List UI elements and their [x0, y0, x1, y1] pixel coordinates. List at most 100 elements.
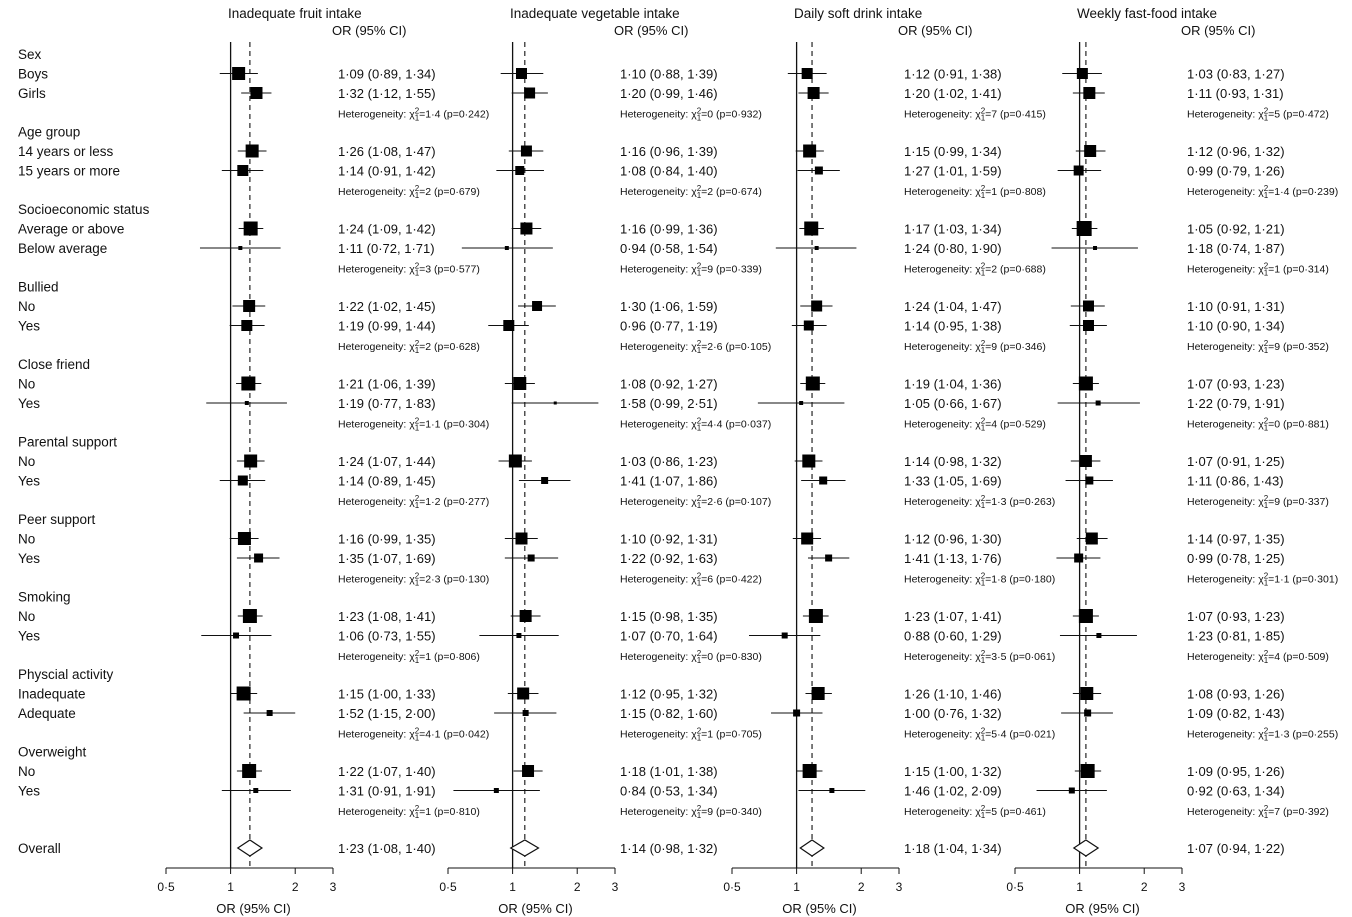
- x-tick-label: 1: [793, 880, 800, 894]
- estimate-marker: [505, 246, 509, 250]
- estimate-marker: [1093, 246, 1097, 250]
- or-ci-label: 1·23 (1·08, 1·41): [338, 609, 436, 624]
- heterogeneity-label: Heterogeneity: χ2 1=7 (p=0·415): [904, 107, 1046, 123]
- or-ci-label: 1·24 (1·04, 1·47): [904, 299, 1002, 314]
- x-axis-title: OR (95% CI): [216, 901, 290, 916]
- heterogeneity-label: Heterogeneity: χ2 1=1 (p=0·808): [904, 184, 1046, 200]
- estimate-marker: [516, 633, 521, 638]
- estimate-marker: [238, 532, 251, 545]
- overall-diamond: [800, 840, 824, 856]
- x-tick-label: 2: [1141, 880, 1148, 894]
- or-ci-label: 1·09 (0·89, 1·34): [338, 67, 436, 82]
- x-tick-label: 3: [612, 880, 619, 894]
- heterogeneity-label: Heterogeneity: χ2 1=4 (p=0·529): [904, 417, 1046, 433]
- estimate-marker: [806, 377, 820, 391]
- estimate-marker: [782, 633, 788, 639]
- heterogeneity-label: Heterogeneity: χ2 1=0 (p=0·932): [620, 107, 762, 123]
- x-tick-label: 1: [1076, 880, 1083, 894]
- overall-label: Overall: [18, 841, 61, 856]
- row-label: Yes: [18, 396, 40, 411]
- heterogeneity-label: Heterogeneity: χ2 1=2 (p=0·628): [338, 339, 480, 355]
- row-label: Yes: [18, 784, 40, 799]
- estimate-marker: [238, 246, 242, 250]
- or-ci-label: 1·46 (1·02, 2·09): [904, 784, 1002, 799]
- heterogeneity-label: Heterogeneity: χ2 1=1·8 (p=0·180): [904, 572, 1055, 588]
- row-label: No: [18, 377, 35, 392]
- estimate-marker: [1074, 166, 1084, 176]
- or-ci-label: 1·26 (1·10, 1·46): [904, 687, 1002, 702]
- or-ci-label: 1·24 (1·07, 1·44): [338, 454, 436, 469]
- heterogeneity-label: Heterogeneity: χ2 1=1·1 (p=0·301): [1187, 572, 1338, 588]
- row-label: Yes: [18, 319, 40, 334]
- x-tick-label: 2: [292, 880, 299, 894]
- estimate-marker: [554, 402, 557, 405]
- estimate-marker: [520, 223, 532, 235]
- estimate-marker: [804, 321, 814, 331]
- estimate-marker: [1077, 68, 1088, 79]
- row-label: No: [18, 299, 35, 314]
- column-header: OR (95% CI): [614, 23, 688, 38]
- or-ci-label: 1·05 (0·92, 1·21): [1187, 222, 1285, 237]
- panel-title: Inadequate fruit intake: [228, 6, 362, 21]
- column-header: OR (95% CI): [1181, 23, 1255, 38]
- estimate-marker: [242, 764, 256, 778]
- heterogeneity-label: Heterogeneity: χ2 1=1·3 (p=0·263): [904, 494, 1055, 510]
- or-ci-label: 1·16 (0·99, 1·36): [620, 222, 718, 237]
- row-label: Average or above: [18, 222, 124, 237]
- or-ci-label: 1·22 (1·07, 1·40): [338, 764, 436, 779]
- group-label: Peer support: [18, 512, 96, 527]
- heterogeneity-label: Heterogeneity: χ2 1=2 (p=0·688): [904, 262, 1046, 278]
- row-label: Boys: [18, 67, 48, 82]
- or-ci-label: 1·24 (1·09, 1·42): [338, 222, 436, 237]
- estimate-marker: [1079, 609, 1093, 623]
- x-axis-title: OR (95% CI): [1065, 901, 1139, 916]
- x-tick-label: 1: [509, 880, 516, 894]
- group-label: Overweight: [18, 745, 87, 760]
- or-ci-label: 1·26 (1·08, 1·47): [338, 144, 436, 159]
- group-label: Bullied: [18, 280, 59, 295]
- estimate-marker: [243, 300, 255, 312]
- or-ci-label: 1·07 (0·93, 1·23): [1187, 377, 1285, 392]
- or-ci-label: 1·12 (0·95, 1·32): [620, 687, 718, 702]
- estimate-marker: [793, 710, 800, 717]
- estimate-marker: [1083, 320, 1094, 331]
- estimate-marker: [1096, 401, 1101, 406]
- row-label: Yes: [18, 474, 40, 489]
- or-ci-label: 1·12 (0·96, 1·30): [904, 532, 1002, 547]
- estimate-marker: [528, 555, 535, 562]
- heterogeneity-label: Heterogeneity: χ2 1=3·5 (p=0·061): [904, 649, 1055, 665]
- estimate-marker: [254, 554, 263, 563]
- x-tick-label: 0·5: [1006, 880, 1024, 894]
- x-tick-label: 0·5: [157, 880, 175, 894]
- estimate-marker: [237, 687, 251, 701]
- row-label: No: [18, 609, 35, 624]
- estimate-marker: [1085, 477, 1093, 485]
- x-tick-label: 1: [227, 880, 234, 894]
- or-ci-label: 1·15 (0·99, 1·34): [904, 144, 1002, 159]
- estimate-marker: [520, 610, 532, 622]
- row-label: Yes: [18, 551, 40, 566]
- or-ci-label: 1·16 (0·99, 1·35): [338, 532, 436, 547]
- or-ci-label: 1·22 (0·79, 1·91): [1187, 396, 1285, 411]
- heterogeneity-label: Heterogeneity: χ2 1=1·2 (p=0·277): [338, 494, 489, 510]
- estimate-marker: [515, 533, 527, 545]
- estimate-marker: [1081, 764, 1095, 778]
- or-ci-label: 1·11 (0·93, 1·31): [1187, 86, 1284, 101]
- estimate-marker: [1079, 377, 1093, 391]
- or-ci-label: 1·08 (0·92, 1·27): [620, 377, 718, 392]
- estimate-marker: [829, 788, 834, 793]
- or-ci-label: 1·03 (0·83, 1·27): [1187, 67, 1285, 82]
- x-tick-label: 0·5: [723, 880, 741, 894]
- estimate-marker: [1084, 145, 1096, 157]
- overall-diamond: [511, 840, 539, 856]
- overall-or-ci-label: 1·14 (0·98, 1·32): [620, 841, 718, 856]
- estimate-marker: [1083, 87, 1095, 99]
- or-ci-label: 1·05 (0·66, 1·67): [904, 396, 1002, 411]
- heterogeneity-label: Heterogeneity: χ2 1=1·4 (p=0·242): [338, 107, 489, 123]
- heterogeneity-label: Heterogeneity: χ2 1=2 (p=0·674): [620, 184, 762, 200]
- estimate-marker: [803, 764, 817, 778]
- or-ci-label: 1·41 (1·13, 1·76): [904, 551, 1002, 566]
- or-ci-label: 1·19 (0·99, 1·44): [338, 319, 436, 334]
- column-header: OR (95% CI): [332, 23, 406, 38]
- or-ci-label: 1·52 (1·15, 2·00): [338, 706, 436, 721]
